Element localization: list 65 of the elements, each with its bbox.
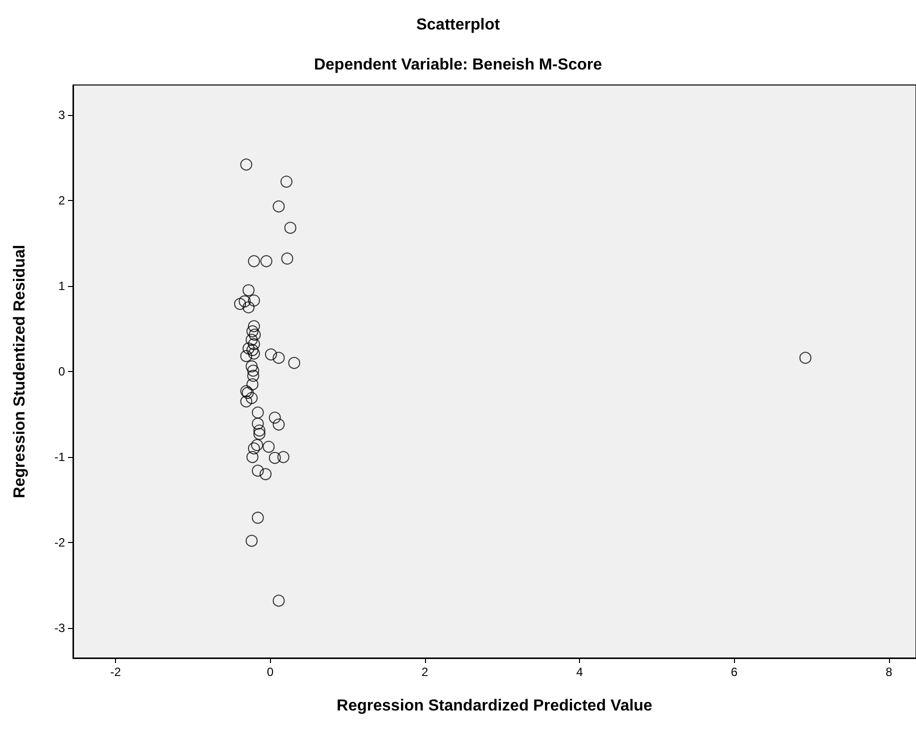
point [246, 344, 258, 356]
y-tick-label: 3 [58, 108, 66, 122]
x-tick-label: 0 [266, 665, 274, 679]
y-tick-label: 2 [58, 193, 66, 208]
point [265, 348, 277, 360]
point [253, 428, 266, 440]
x-tick-label: -2 [110, 665, 122, 679]
y-tick-label: -3 [54, 621, 66, 636]
point [272, 418, 285, 431]
point [260, 255, 272, 268]
point [248, 294, 260, 307]
point [252, 406, 264, 419]
point [242, 301, 255, 314]
point [248, 442, 260, 454]
point [252, 464, 264, 477]
y-axis-title: Regression Studentized Residual [12, 244, 28, 498]
point [252, 418, 264, 430]
point [268, 452, 281, 464]
x-tick-label: 4 [576, 665, 584, 679]
y-tick-label: 1 [58, 278, 66, 293]
point [248, 255, 260, 268]
point [246, 334, 258, 346]
point [247, 364, 260, 377]
y-tick-label: 0 [58, 364, 66, 378]
point [281, 252, 294, 265]
point [246, 325, 258, 338]
point [246, 451, 258, 464]
point [252, 512, 264, 524]
point [268, 412, 281, 424]
point [284, 222, 296, 234]
point [234, 298, 246, 310]
point [246, 534, 258, 547]
point [248, 328, 261, 341]
point [240, 350, 252, 362]
point [246, 392, 258, 404]
chart-subtitle: Dependent Variable: Beneish M-Score [314, 56, 602, 74]
point [248, 338, 260, 350]
point [246, 360, 258, 372]
point [248, 320, 260, 332]
point [240, 158, 252, 171]
point [247, 370, 260, 382]
point [253, 424, 266, 437]
point [260, 468, 272, 480]
point [288, 356, 300, 369]
point [799, 352, 812, 364]
y-tick-label: -1 [54, 450, 66, 464]
chart-title: Scatterplot [416, 16, 500, 34]
point [262, 440, 275, 453]
point [242, 342, 255, 354]
point [272, 594, 285, 607]
point [272, 352, 285, 364]
point [277, 451, 290, 464]
point [242, 284, 255, 296]
x-tick-label: 2 [422, 665, 429, 679]
x-axis-title: Regression Standardized Predicted Value [336, 698, 652, 714]
y-tick-label: -2 [54, 536, 66, 550]
x-tick-label: 8 [886, 665, 893, 679]
point [238, 295, 251, 308]
point [248, 348, 260, 360]
point [251, 439, 264, 452]
point [240, 395, 252, 408]
point [246, 378, 258, 390]
x-tick-label: 6 [730, 665, 738, 679]
point [280, 176, 292, 188]
point [272, 200, 285, 212]
